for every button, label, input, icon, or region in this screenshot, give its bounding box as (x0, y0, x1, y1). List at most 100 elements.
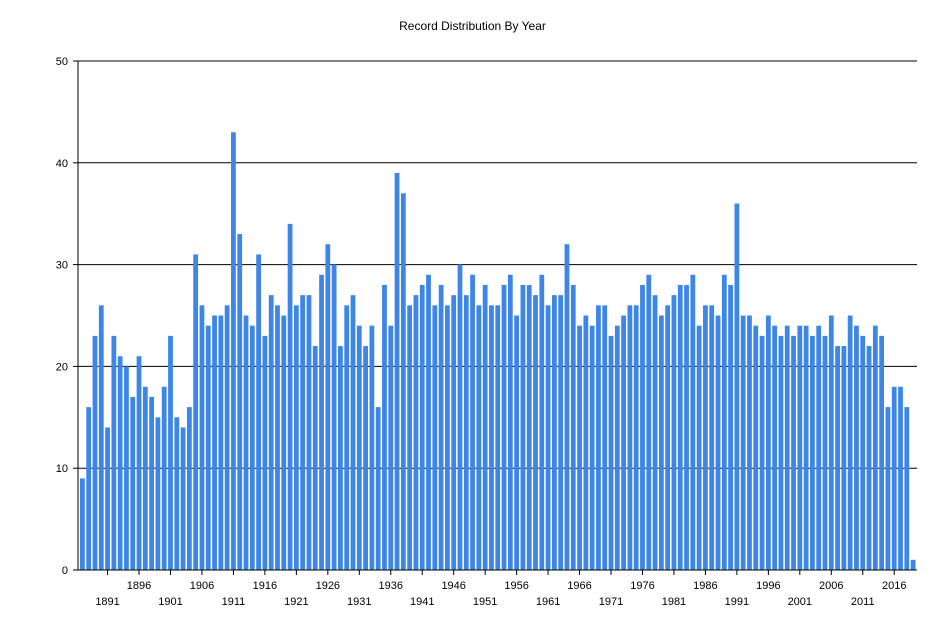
bar (205, 325, 211, 570)
bar (564, 244, 570, 571)
bar (621, 315, 626, 570)
bar (658, 315, 664, 570)
y-tick-label: 30 (56, 260, 68, 272)
bar (331, 264, 337, 570)
bar (168, 335, 173, 570)
bar (715, 315, 721, 570)
y-tick-label: 50 (56, 56, 68, 68)
x-tick-label: 1961 (536, 596, 560, 608)
chart-title: Record Distribution By Year (399, 19, 546, 33)
x-tick-label: 1901 (158, 596, 182, 608)
bar (155, 417, 161, 570)
bar (652, 295, 658, 570)
bar (262, 335, 268, 570)
x-tick-labels: 1896 1906 1916 1926 1936 1946 1956 1966 1976 1986… (95, 570, 906, 608)
y-tick-label: 40 (56, 158, 68, 170)
bar (747, 315, 752, 570)
bar (482, 284, 488, 570)
x-tick-label: 1916 (253, 580, 277, 592)
bar (287, 223, 293, 570)
bar (224, 305, 230, 570)
bar (199, 305, 205, 570)
x-tick-label: 1941 (410, 596, 434, 608)
bar (778, 335, 784, 570)
bar (904, 407, 910, 570)
bar (684, 284, 689, 570)
x-tick-label: 1946 (441, 580, 465, 592)
bar (551, 295, 557, 570)
y-tick-label: 0 (62, 565, 68, 577)
bar (910, 559, 916, 570)
bar (249, 325, 255, 570)
bar (772, 325, 778, 570)
bar (734, 203, 740, 570)
x-tick-label: 1986 (693, 580, 717, 592)
bar (356, 325, 362, 570)
bars (80, 132, 916, 571)
x-tick-label: 1966 (567, 580, 591, 592)
axes (77, 61, 917, 571)
bar (891, 386, 897, 570)
y-tick-labels: 0 10 20 30 40 50 (56, 56, 78, 577)
bar (696, 325, 702, 570)
bar (690, 274, 696, 570)
bar (432, 305, 438, 570)
bar (533, 295, 538, 570)
bar (419, 284, 425, 570)
bar (640, 284, 645, 570)
bar (583, 315, 589, 570)
bar (898, 386, 903, 570)
x-tick-label: 1931 (347, 596, 371, 608)
bar (633, 305, 639, 570)
x-tick-label: 1991 (725, 596, 749, 608)
bar (740, 315, 746, 570)
bar (489, 305, 494, 570)
bar (338, 346, 343, 570)
bar (671, 295, 677, 570)
bar (457, 264, 463, 570)
bar (438, 284, 444, 570)
bar (810, 335, 815, 570)
bar (382, 284, 387, 570)
x-tick-label: 2011 (851, 596, 875, 608)
x-tick-label: 1911 (222, 596, 246, 608)
bar (212, 315, 217, 570)
bar (759, 335, 765, 570)
bar (344, 305, 350, 570)
bar (180, 427, 186, 570)
bar (312, 346, 318, 570)
bar (570, 284, 576, 570)
bar (885, 407, 891, 570)
bar (117, 356, 123, 570)
bar (256, 254, 261, 571)
bar (300, 295, 306, 570)
bar (539, 274, 545, 570)
bar (784, 325, 790, 570)
bar (80, 478, 85, 570)
bar (791, 335, 796, 570)
bar (854, 325, 859, 570)
bar (130, 396, 136, 570)
x-tick-label: 1976 (630, 580, 654, 592)
bar (231, 132, 236, 570)
bar (627, 305, 633, 570)
bar (218, 315, 224, 570)
x-tick-label: 2016 (882, 580, 906, 592)
bar (835, 346, 840, 570)
bar (721, 274, 727, 570)
bar (514, 315, 520, 570)
bar (319, 274, 324, 570)
bar (526, 284, 532, 570)
bar (545, 305, 551, 570)
bar (243, 315, 249, 570)
bar (193, 254, 199, 571)
x-tick-label: 2006 (819, 580, 843, 592)
x-tick-label: 1936 (379, 580, 403, 592)
bar (111, 335, 117, 570)
bar (589, 325, 595, 570)
bar (306, 295, 312, 570)
bar (394, 172, 400, 571)
bar (501, 284, 507, 570)
bar (847, 315, 853, 570)
